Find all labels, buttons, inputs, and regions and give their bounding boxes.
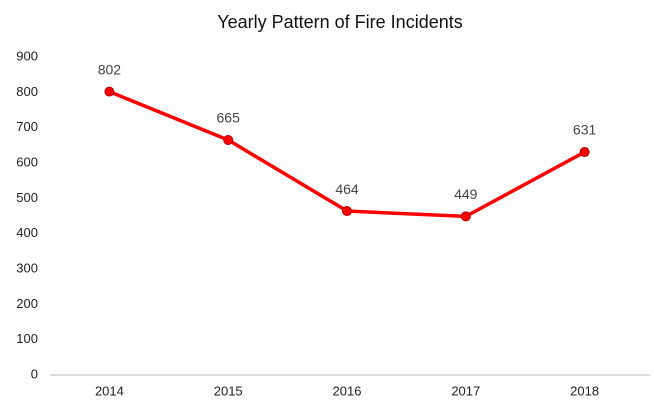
- y-tick-label: 700: [16, 119, 38, 134]
- data-label: 665: [217, 110, 241, 126]
- data-label: 464: [335, 181, 359, 197]
- chart-title: Yearly Pattern of Fire Incidents: [217, 12, 462, 32]
- x-tick-label: 2015: [214, 383, 243, 398]
- x-tick-label: 2018: [570, 383, 599, 398]
- y-tick-label: 600: [16, 154, 38, 169]
- data-label: 449: [454, 186, 478, 202]
- x-tick-label: 2016: [333, 383, 362, 398]
- x-tick-label: 2014: [95, 383, 124, 398]
- y-tick-label: 300: [16, 260, 38, 275]
- marker: [579, 147, 590, 158]
- marker: [104, 86, 115, 97]
- y-tick-label: 100: [16, 331, 38, 346]
- y-tick-label: 900: [16, 48, 38, 63]
- data-label: 802: [98, 61, 122, 77]
- data-label: 631: [573, 122, 597, 138]
- x-tick-label: 2017: [451, 383, 480, 398]
- marker: [342, 206, 352, 217]
- marker: [460, 211, 471, 222]
- line: [108, 90, 586, 219]
- y-tick-label: 0: [31, 366, 38, 381]
- y-tick-label: 400: [16, 225, 38, 240]
- y-tick-label: 200: [16, 296, 38, 311]
- y-tick-label: 800: [16, 84, 38, 99]
- marker: [223, 135, 234, 146]
- y-tick-label: 500: [16, 190, 38, 205]
